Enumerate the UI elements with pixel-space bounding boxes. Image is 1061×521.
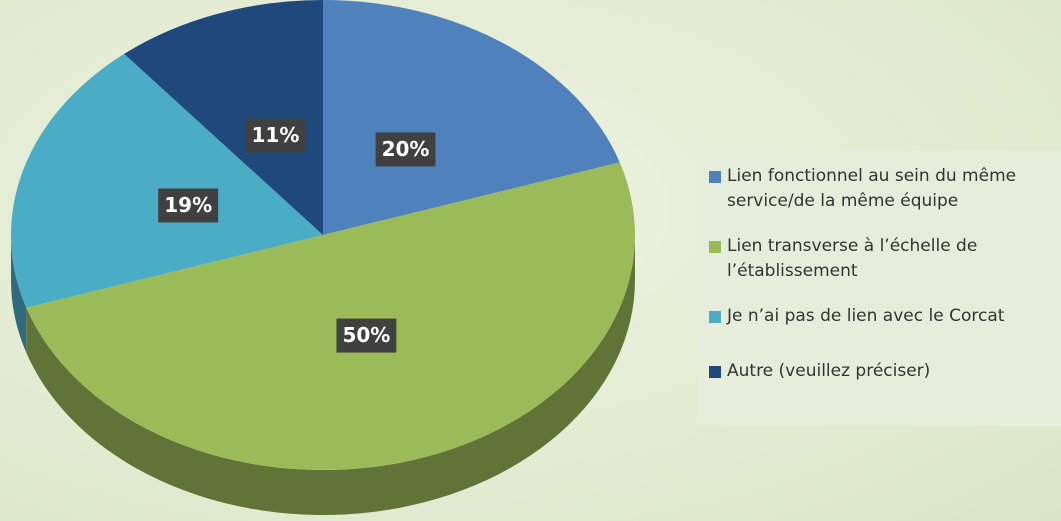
data-label: 19% — [158, 188, 219, 223]
legend-item: Je n’ai pas de lien avec le Corcat — [709, 304, 1053, 329]
slice-side — [11, 235, 27, 353]
slice — [323, 0, 620, 235]
legend-label: Autre (veuillez préciser) — [727, 361, 931, 381]
data-label-box — [245, 118, 306, 153]
data-label-text: 50% — [342, 323, 390, 347]
slice — [124, 0, 323, 235]
slice — [26, 162, 635, 470]
slice — [10, 53, 323, 308]
data-label-text: 20% — [382, 137, 430, 161]
slice-side — [26, 235, 635, 515]
legend-item: Autre (veuillez préciser) — [709, 359, 1053, 384]
legend-label: Je n’ai pas de lien avec le Corcat — [727, 306, 1005, 326]
data-label: 11% — [245, 118, 306, 153]
legend-swatch — [709, 311, 721, 323]
legend: Lien fonctionnel au sein du même service… — [697, 150, 1061, 426]
data-label: 50% — [336, 318, 397, 353]
data-label-box — [375, 132, 436, 167]
legend-swatch — [709, 171, 721, 183]
legend-swatch — [709, 366, 721, 378]
data-label-text: 11% — [252, 123, 300, 147]
legend-label: Lien fonctionnel au sein du même service… — [727, 166, 1017, 211]
legend-item: Lien fonctionnel au sein du même service… — [709, 164, 1053, 214]
legend-swatch — [709, 241, 721, 253]
data-label: 20% — [375, 132, 436, 167]
data-label-text: 19% — [164, 193, 212, 217]
data-label-box — [336, 318, 397, 353]
data-label-box — [158, 188, 219, 223]
legend-label: Lien transverse à l’échelle de l’établis… — [727, 236, 978, 281]
legend-item: Lien transverse à l’échelle de l’établis… — [709, 234, 1053, 284]
